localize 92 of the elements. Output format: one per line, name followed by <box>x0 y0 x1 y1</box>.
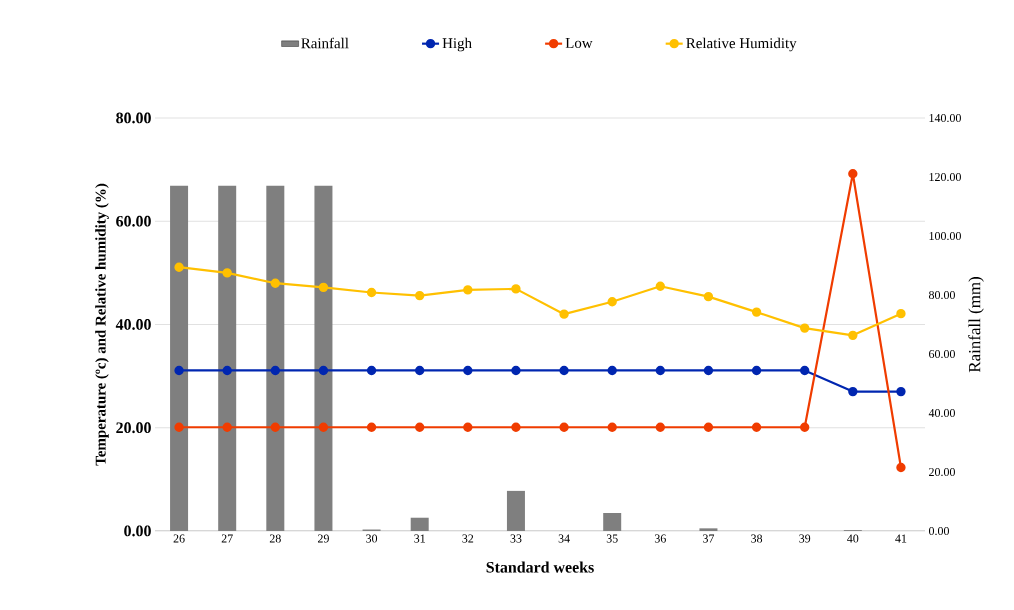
bar <box>266 185 285 531</box>
point <box>174 262 184 272</box>
point <box>463 422 473 432</box>
x-tick-label: 39 <box>799 534 811 543</box>
y2-axis-title: Rainfall (mm) <box>968 277 984 373</box>
bar <box>603 513 622 531</box>
point <box>559 422 569 432</box>
point <box>415 422 425 432</box>
point <box>222 422 232 432</box>
y-tick-label: 20.00 <box>116 422 151 434</box>
point <box>415 290 425 301</box>
point <box>655 422 666 432</box>
point <box>607 297 617 307</box>
x-tick-label: 35 <box>606 534 618 543</box>
point <box>222 365 232 376</box>
x-axis-title: Standard weeks <box>486 561 594 573</box>
y-tick-label: 0.00 <box>124 525 151 537</box>
y2-tick-label: 140.00 <box>929 113 961 123</box>
point <box>559 365 569 376</box>
y-tick-label: 40.00 <box>115 319 151 330</box>
bar <box>410 517 429 531</box>
point <box>800 365 810 376</box>
y2-tick-label: 100.00 <box>929 231 961 241</box>
bar <box>218 185 237 531</box>
legend-label: Low <box>565 38 593 48</box>
point <box>559 309 569 319</box>
point <box>366 422 377 432</box>
x-tick-label: 38 <box>751 534 763 543</box>
x-tick-label: 26 <box>173 534 185 543</box>
point <box>270 365 280 376</box>
point <box>318 365 329 376</box>
point <box>655 365 666 376</box>
point <box>270 278 280 288</box>
x-tick-label: 29 <box>317 534 329 543</box>
x-tick-label: 40 <box>847 534 859 543</box>
bar <box>314 185 333 531</box>
point <box>318 282 329 293</box>
point <box>896 308 906 319</box>
legend-label: High <box>442 37 472 52</box>
x-tick-label: 41 <box>895 534 907 543</box>
bar <box>506 490 525 531</box>
x-tick-label: 36 <box>654 534 666 543</box>
point <box>655 281 666 291</box>
y-tick-label: 80.00 <box>116 112 151 124</box>
legend-label: Relative Humidity <box>686 37 797 52</box>
x-tick-label: 28 <box>269 534 281 543</box>
bar <box>699 528 718 531</box>
point <box>415 365 425 376</box>
point <box>463 365 473 376</box>
x-tick-label: 33 <box>510 534 522 543</box>
point <box>703 291 714 302</box>
point <box>848 169 858 179</box>
point <box>800 323 810 333</box>
point <box>800 422 810 432</box>
point <box>607 365 617 376</box>
point <box>896 462 906 473</box>
x-tick-label: 27 <box>221 534 233 543</box>
point <box>511 284 521 294</box>
point <box>751 422 762 432</box>
x-tick-label: 37 <box>703 534 715 543</box>
point <box>751 307 762 317</box>
x-tick-label: 34 <box>558 534 570 543</box>
point <box>703 365 714 376</box>
point <box>174 365 184 376</box>
x-tick-label: 30 <box>366 534 378 543</box>
legend-label: Rainfall <box>301 37 349 49</box>
y-axis-title: Temperature (ºc) and Relative humidity (%) <box>95 183 109 466</box>
x-tick-label: 31 <box>414 534 425 543</box>
point <box>703 422 714 432</box>
point <box>366 365 377 376</box>
point <box>318 422 329 432</box>
bar <box>170 185 189 531</box>
point <box>848 386 858 397</box>
point <box>848 330 858 341</box>
point <box>751 365 762 376</box>
y2-tick-label: 0.00 <box>928 526 949 536</box>
point <box>270 422 280 432</box>
y2-tick-label: 20.00 <box>929 467 955 477</box>
point <box>896 386 906 397</box>
y2-tick-label: 40.00 <box>928 408 955 418</box>
point <box>607 422 617 432</box>
y2-tick-label: 120.00 <box>929 172 961 182</box>
point <box>463 285 473 295</box>
y-tick-label: 60.00 <box>116 215 151 227</box>
y2-tick-label: 60.00 <box>929 349 955 359</box>
point <box>222 268 232 278</box>
point <box>366 287 377 298</box>
point <box>174 422 184 432</box>
x-tick-label: 32 <box>462 534 474 543</box>
point <box>511 422 521 432</box>
point <box>511 365 521 376</box>
y2-tick-label: 80.00 <box>928 290 955 300</box>
